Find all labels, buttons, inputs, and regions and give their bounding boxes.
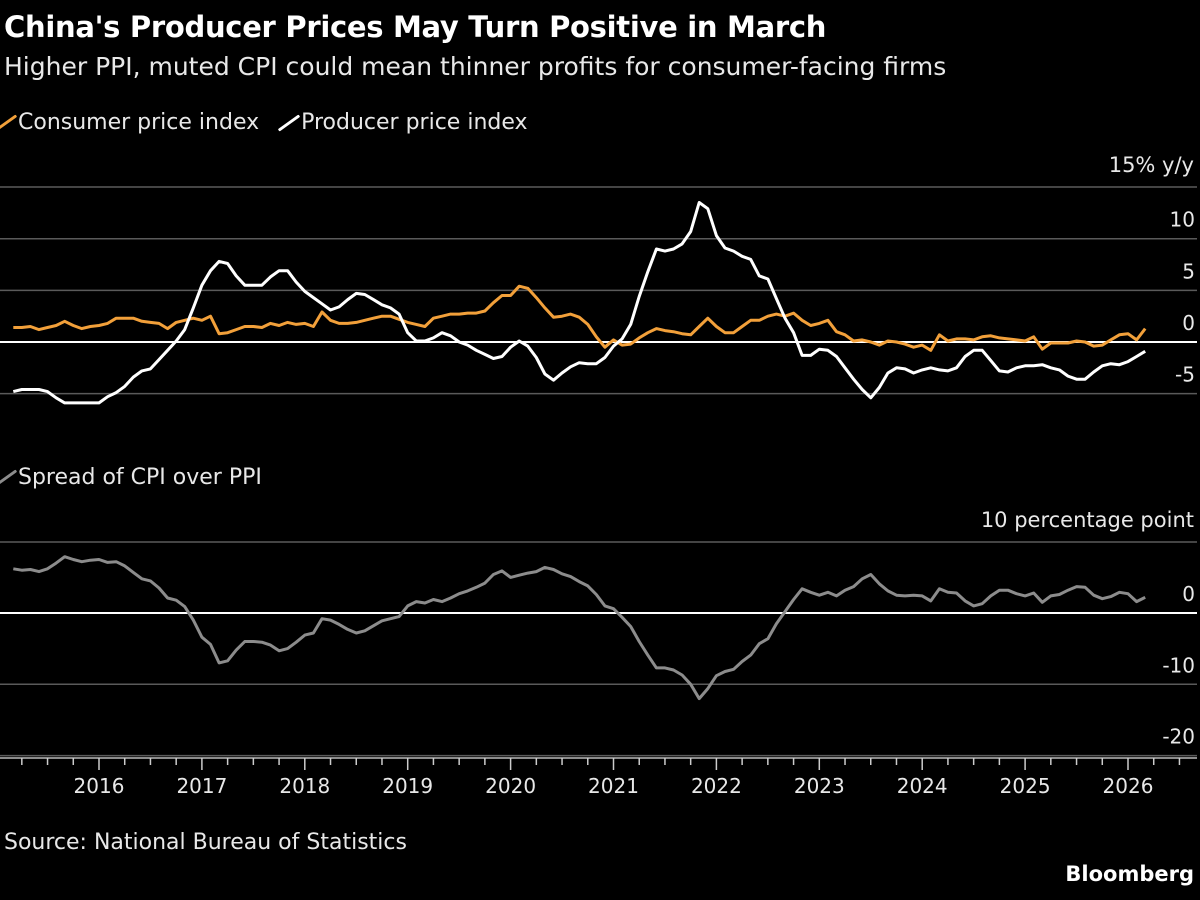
x-tick-label: 2020: [485, 774, 536, 798]
x-tick-label: 2023: [794, 774, 845, 798]
cpi-line: [13, 284, 1147, 352]
spread-line: [13, 555, 1146, 701]
x-tick-label: 2024: [897, 774, 948, 798]
legend-item-spread: Spread of CPI over PPI: [0, 465, 262, 490]
x-tick-label: 2025: [1000, 774, 1051, 798]
y-tick-label: 5: [1182, 259, 1195, 283]
bloomberg-logo: Bloomberg: [1065, 862, 1194, 886]
x-tick-label: 2017: [176, 774, 227, 798]
legend-label-cpi: Consumer price index: [18, 110, 260, 135]
legend-label-spread: Spread of CPI over PPI: [18, 465, 262, 490]
y-tick-label: 0: [1182, 311, 1195, 335]
x-tick-label: 2021: [588, 774, 639, 798]
legend-label-ppi: Producer price index: [301, 110, 528, 135]
y-tick-label: -20: [1162, 725, 1195, 749]
legend-item-cpi: Consumer price index: [0, 110, 260, 135]
y-tick-label: -5: [1175, 363, 1195, 387]
y-tick-label: 0: [1182, 582, 1195, 606]
x-tick-label: 2018: [279, 774, 330, 798]
bottom-unit-label: 10 percentage point: [980, 508, 1194, 532]
chart-title: China's Producer Prices May Turn Positiv…: [4, 10, 827, 44]
top-legend: Consumer price index Producer price inde…: [0, 110, 546, 135]
x-tick-label: 2016: [74, 774, 125, 798]
chart-subtitle: Higher PPI, muted CPI could mean thinner…: [4, 52, 947, 81]
legend-item-ppi: Producer price index: [277, 110, 528, 135]
ppi-line: [12, 201, 1146, 405]
source-note: Source: National Bureau of Statistics: [4, 830, 407, 855]
y-tick-label: 10: [1170, 208, 1195, 232]
x-tick-label: 2022: [691, 774, 742, 798]
x-tick-label: 2026: [1103, 774, 1154, 798]
y-tick-label: -10: [1162, 653, 1195, 677]
bottom-legend: Spread of CPI over PPI: [0, 465, 280, 490]
top-unit-label: 15% y/y: [1108, 153, 1194, 177]
x-tick-label: 2019: [382, 774, 433, 798]
